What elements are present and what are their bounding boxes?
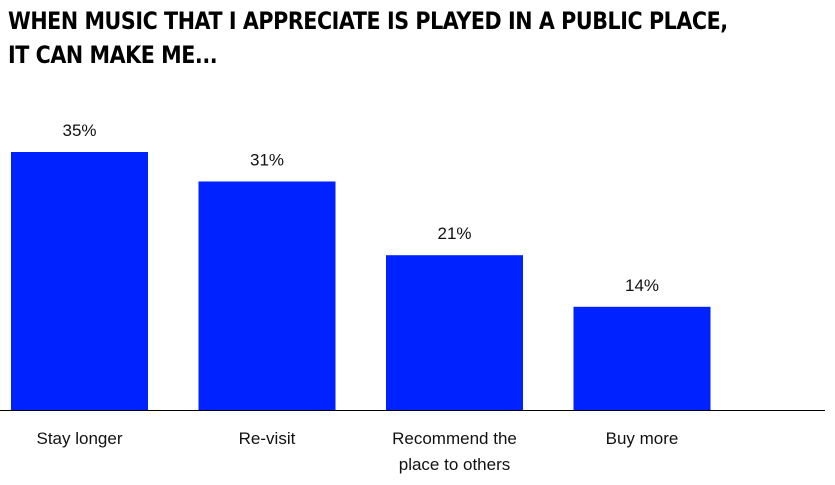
value-labels-group: 35% 31% 21% 14%	[62, 121, 659, 295]
value-label-2: 31%	[250, 150, 284, 169]
bar-4	[573, 306, 711, 410]
value-label-3: 21%	[437, 224, 471, 243]
bars-group	[11, 152, 711, 410]
chart-title: WHEN MUSIC THAT I APPRECIATE IS PLAYED I…	[8, 4, 728, 72]
bar-1	[11, 152, 148, 410]
category-label-2-line-1: Re-visit	[239, 429, 296, 448]
chart-title-line-2: IT CAN MAKE ME...	[8, 41, 218, 69]
category-label-4: Buy more	[606, 429, 679, 448]
bar-3	[386, 255, 523, 410]
chart-title-line-1: WHEN MUSIC THAT I APPRECIATE IS PLAYED I…	[8, 7, 728, 35]
value-label-1: 35%	[62, 121, 96, 140]
category-label-2: Re-visit	[239, 429, 296, 448]
category-label-3: Recommend the place to others	[392, 429, 517, 474]
category-label-3-line-1: Recommend the	[392, 429, 517, 448]
category-label-1: Stay longer	[37, 429, 123, 448]
category-label-1-line-1: Stay longer	[37, 429, 123, 448]
value-label-4: 14%	[625, 276, 659, 295]
category-label-3-line-2: place to others	[399, 455, 511, 474]
category-label-4-line-1: Buy more	[606, 429, 679, 448]
category-labels-group: Stay longer Re-visit Recommend the place to…	[37, 429, 679, 474]
bar-2	[198, 181, 336, 410]
